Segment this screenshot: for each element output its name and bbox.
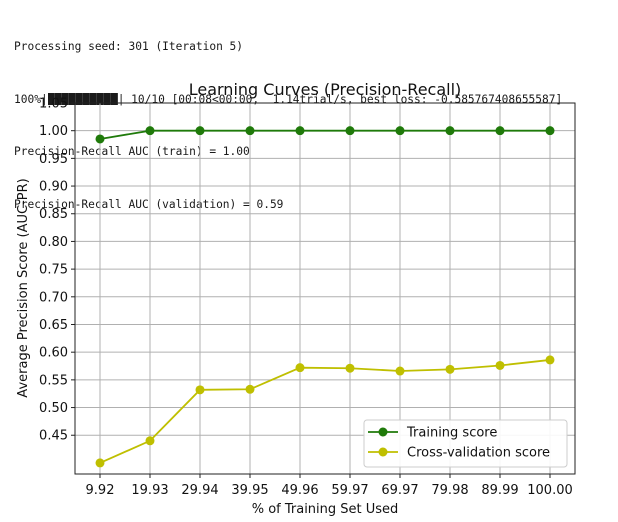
x-tick-label: 89.99 [481,483,518,498]
console-progress-line: 100%| | 10/10 [00:08<00:00, 1.14trial/s, … [14,91,562,109]
y-tick-label: 0.95 [39,152,68,167]
y-tick-label: 0.75 [39,263,68,278]
legend-marker-training [378,427,388,437]
data-point-cross-validation [345,363,355,373]
data-point-cross-validation [95,458,105,468]
y-tick-label: 1.05 [39,97,68,112]
x-tick-label: 100.00 [527,483,573,498]
y-tick-label: 0.50 [39,401,68,416]
data-point-cross-validation [395,366,405,376]
y-tick-label: 0.80 [39,235,68,250]
x-tick-label: 59.97 [331,483,368,498]
legend: Training score Cross-validation score [363,419,568,468]
y-tick-label: 0.90 [39,180,68,195]
console-output: Processing seed: 301 (Iteration 5) 100%|… [14,3,562,231]
data-point-training [295,126,305,136]
y-tick-label: 0.45 [39,429,68,444]
y-tick-label: 0.70 [39,290,68,305]
legend-label-training: Training score [406,426,497,441]
console-validation-auc-line: Precision-Recall AUC (validation) = 0.59 [14,197,284,211]
series-layer [95,126,555,468]
progress-details: | 10/10 [00:08<00:00, 1.14trial/s, best … [117,92,563,106]
series-line-training [99,129,550,140]
data-point-training [345,126,355,136]
progress-bar [47,92,118,105]
data-point-cross-validation [145,436,155,446]
x-tick-label: 49.96 [281,483,318,498]
y-axis-ticks: 0.45 0.50 0.55 0.60 0.65 0.70 0.75 0.80 0.85 0.90… [39,97,75,444]
chart-title: Learning Curves (Precision-Recall) [189,80,462,99]
data-point-training [445,126,455,136]
x-tick-label: 79.98 [431,483,468,498]
y-tick-label: 0.65 [39,318,68,333]
x-tick-label: 39.95 [231,483,268,498]
data-point-training [495,126,505,136]
data-point-cross-validation [195,385,205,395]
data-point-cross-validation [545,355,555,365]
grid-lines [75,102,575,474]
series-line-cross-validation [99,359,551,464]
legend-marker-cross-validation [378,447,388,457]
y-tick-label: 0.85 [39,207,68,222]
console-train-auc-line: Precision-Recall AUC (train) = 1.00 [14,145,250,158]
data-point-training [95,134,105,144]
data-point-training [245,126,255,136]
legend-label-cross-validation: Cross-validation score [407,446,550,461]
data-point-training [395,126,405,136]
x-axis-ticks: 9.92 19.93 29.94 39.95 49.96 59.97 69.97 79.98 8… [86,474,573,498]
data-point-cross-validation [245,384,255,394]
y-tick-label: 0.55 [39,373,68,388]
x-tick-label: 9.92 [86,483,115,498]
data-point-training [545,126,555,136]
data-point-cross-validation [295,363,305,373]
y-tick-label: 1.00 [39,124,68,139]
y-tick-label: 0.60 [39,346,68,361]
data-point-cross-validation [445,364,455,374]
progress-percent: 100%| [14,92,48,106]
data-point-training [145,126,155,136]
y-axis-label: Average Precision Score (AUC-PR) [16,178,31,397]
legend-box [363,419,568,468]
x-tick-label: 29.94 [181,483,218,498]
legend-items: Training score Cross-validation score [368,426,550,461]
console-seed-line: Processing seed: 301 (Iteration 5) [14,40,244,53]
data-point-cross-validation [495,360,505,370]
plot-frame [74,102,576,475]
x-axis-label: % of Training Set Used [252,502,399,517]
x-tick-label: 69.97 [381,483,418,498]
data-point-training [195,126,205,136]
x-tick-label: 19.93 [131,483,168,498]
